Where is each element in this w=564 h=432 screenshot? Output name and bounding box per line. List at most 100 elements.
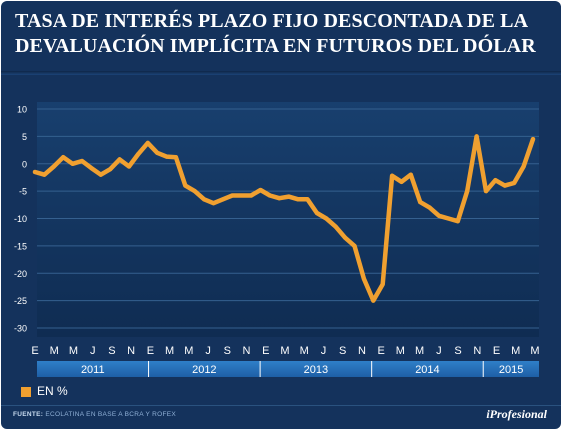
year-label: 2012: [192, 364, 216, 376]
x-tick-label: J: [321, 345, 327, 357]
legend-swatch: [21, 387, 31, 397]
footer-divider: [1, 405, 561, 406]
data-point: [324, 216, 329, 221]
x-tick-label: S: [454, 345, 461, 357]
x-tick-label: M: [280, 345, 289, 357]
x-tick-label: E: [493, 345, 500, 357]
data-point: [164, 154, 169, 159]
data-point: [521, 164, 526, 169]
data-point: [173, 155, 178, 160]
data-point: [418, 200, 423, 205]
data-point: [427, 205, 432, 210]
data-point: [437, 213, 442, 218]
x-tick-label: N: [127, 345, 135, 357]
x-tick-label: M: [396, 345, 405, 357]
data-point: [286, 194, 291, 199]
source-text: ECOLATINA EN BASE A BCRA Y ROFEX: [45, 411, 176, 418]
chart-title: TASA DE INTERÉS PLAZO FIJO DESCONTADA DE…: [15, 9, 555, 59]
data-point: [220, 197, 225, 202]
data-point: [108, 167, 113, 172]
x-tick-label: M: [165, 345, 174, 357]
data-point: [277, 196, 282, 201]
x-tick-label: E: [147, 345, 154, 357]
y-tick-label: -10: [14, 214, 27, 224]
data-point: [33, 169, 37, 174]
data-point: [61, 155, 66, 160]
data-point: [493, 178, 498, 183]
data-point: [192, 189, 197, 194]
y-tick-label: 5: [22, 132, 27, 142]
x-tick-label: J: [205, 345, 211, 357]
data-point: [352, 243, 357, 248]
data-point: [117, 157, 122, 162]
data-point: [136, 151, 141, 156]
year-label: 2014: [415, 364, 439, 376]
data-point: [399, 179, 404, 184]
year-label: 2015: [499, 364, 523, 376]
x-tick-label: E: [262, 345, 269, 357]
data-point: [512, 180, 517, 185]
data-point: [408, 172, 413, 177]
year-label: 2013: [304, 364, 328, 376]
x-tick-label: J: [436, 345, 442, 357]
data-point: [202, 197, 207, 202]
y-tick-label: -5: [19, 187, 27, 197]
data-point: [474, 134, 479, 139]
x-tick-label: S: [339, 345, 346, 357]
x-tick-label: N: [473, 345, 481, 357]
source-label: FUENTE:: [13, 411, 44, 418]
x-tick-label: S: [224, 345, 231, 357]
x-tick-label: M: [184, 345, 193, 357]
data-point: [51, 164, 56, 169]
y-tick-label: 0: [22, 159, 27, 169]
y-tick-label: 10: [17, 105, 27, 115]
chart-title-line-1: TASA DE INTERÉS PLAZO FIJO DESCONTADA DE…: [15, 10, 529, 32]
data-point: [502, 183, 507, 188]
data-point: [305, 197, 310, 202]
data-point: [98, 172, 103, 177]
x-tick-label: M: [530, 345, 539, 357]
x-tick-label: N: [243, 345, 251, 357]
data-point: [239, 193, 244, 198]
y-tick-label: -20: [14, 269, 27, 279]
data-point: [343, 235, 348, 240]
data-point: [390, 173, 395, 178]
year-label: 2011: [81, 364, 105, 376]
data-point: [42, 172, 47, 177]
data-point: [249, 193, 254, 198]
data-point: [371, 298, 376, 303]
data-point: [531, 137, 535, 142]
data-point: [446, 216, 451, 221]
data-point: [230, 193, 235, 198]
x-tick-label: S: [108, 345, 115, 357]
y-tick-label: -15: [14, 241, 27, 251]
x-tick-label: N: [358, 345, 366, 357]
data-point: [314, 211, 319, 216]
data-point: [296, 197, 301, 202]
x-tick-label: M: [69, 345, 78, 357]
data-point: [380, 282, 385, 287]
x-tick-label: M: [50, 345, 59, 357]
data-point: [183, 183, 188, 188]
y-tick-label: -25: [14, 296, 27, 306]
data-point: [70, 161, 75, 166]
x-tick-label: J: [90, 345, 96, 357]
source-note: FUENTE: ECOLATINA EN BASE A BCRA Y ROFEX: [13, 411, 176, 418]
data-point: [267, 193, 272, 198]
data-point: [89, 166, 94, 171]
x-tick-label: M: [300, 345, 309, 357]
year-band: [37, 361, 539, 377]
brand-logo: iProfesional: [486, 407, 547, 421]
x-tick-label: M: [511, 345, 520, 357]
data-point: [333, 224, 338, 229]
legend-label: EN %: [37, 384, 68, 398]
data-point: [455, 219, 460, 224]
data-point: [361, 276, 366, 281]
title-divider: [1, 71, 561, 75]
data-point: [126, 164, 131, 169]
x-tick-label: E: [31, 345, 38, 357]
x-tick-label: M: [415, 345, 424, 357]
data-point: [465, 189, 470, 194]
y-tick-label: -30: [14, 324, 27, 334]
